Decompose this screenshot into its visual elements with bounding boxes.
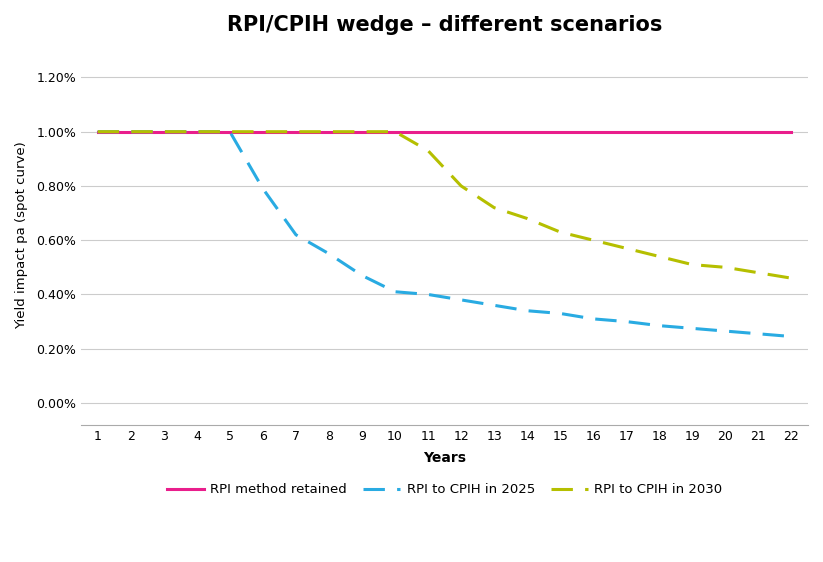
X-axis label: Years: Years	[423, 451, 466, 465]
Title: RPI/CPIH wedge – different scenarios: RPI/CPIH wedge – different scenarios	[227, 15, 663, 35]
Legend: RPI method retained, RPI to CPIH in 2025, RPI to CPIH in 2030: RPI method retained, RPI to CPIH in 2025…	[161, 478, 728, 502]
Y-axis label: Yield impact pa (spot curve): Yield impact pa (spot curve)	[15, 141, 28, 329]
